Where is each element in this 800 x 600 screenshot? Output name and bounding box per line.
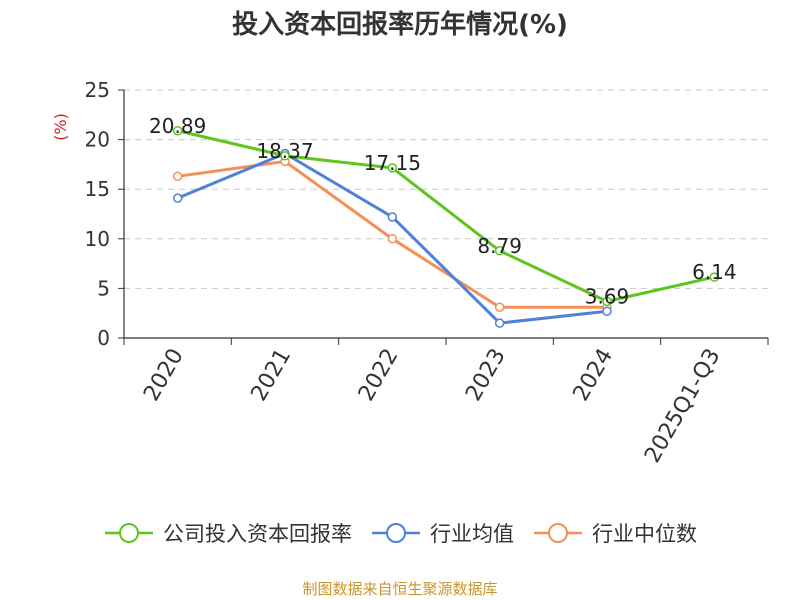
legend-item[interactable]: 行业中位数 xyxy=(532,518,697,548)
x-tick-label: 2020 xyxy=(139,345,189,406)
y-tick-label: 20 xyxy=(85,128,110,152)
y-tick-label: 25 xyxy=(85,78,110,102)
data-point xyxy=(172,126,183,136)
y-tick-label: 10 xyxy=(85,227,110,251)
data-point xyxy=(387,163,398,173)
legend-marker xyxy=(386,523,406,543)
legend-swatch xyxy=(105,523,153,543)
data-point xyxy=(709,272,720,282)
data-point xyxy=(387,234,398,244)
data-point xyxy=(172,171,183,182)
x-tick-label: 2021 xyxy=(247,345,297,406)
legend-label: 行业均值 xyxy=(430,522,514,546)
data-label: 20.89 xyxy=(149,114,206,138)
data-point xyxy=(602,296,612,307)
y-tick-label: 0 xyxy=(97,326,110,350)
legend-label: 公司投入资本回报率 xyxy=(163,522,352,546)
y-tick-label: 15 xyxy=(85,177,110,201)
legend-label: 行业中位数 xyxy=(592,522,697,546)
data-point xyxy=(494,302,505,312)
chart-title: 投入资本回报率历年情况(%) xyxy=(232,10,568,40)
legend-swatch xyxy=(372,523,420,543)
x-tick-label: 2023 xyxy=(461,344,511,405)
legend-item[interactable]: 行业均值 xyxy=(370,518,514,548)
legend: 公司投入资本回报率 行业均值 行业中位数 xyxy=(0,518,800,548)
data-point xyxy=(602,306,612,316)
legend-swatch xyxy=(534,523,582,543)
series-line xyxy=(177,129,715,303)
x-tick-label: 2024 xyxy=(569,345,619,406)
data-point xyxy=(494,318,505,328)
legend-marker xyxy=(119,523,139,543)
data-point xyxy=(280,151,290,161)
data-label: 17.15 xyxy=(364,151,421,175)
legend-item[interactable]: 公司投入资本回报率 xyxy=(103,518,352,548)
y-axis-label: (%) xyxy=(51,113,70,141)
data-point xyxy=(494,246,505,256)
data-label: 8.79 xyxy=(477,234,522,258)
data-point xyxy=(172,193,183,203)
data-source-note: 制图数据来自恒生聚源数据库 xyxy=(302,580,498,598)
x-tick-label: 2022 xyxy=(354,345,404,406)
data-label: 18.37 xyxy=(256,139,313,163)
y-tick-label: 5 xyxy=(97,276,110,300)
legend-marker xyxy=(548,523,568,543)
data-label: 3.69 xyxy=(585,284,630,308)
x-tick-label: 2025Q1-Q3 xyxy=(640,345,725,468)
data-label: 6.14 xyxy=(692,260,737,284)
data-point xyxy=(387,212,398,222)
